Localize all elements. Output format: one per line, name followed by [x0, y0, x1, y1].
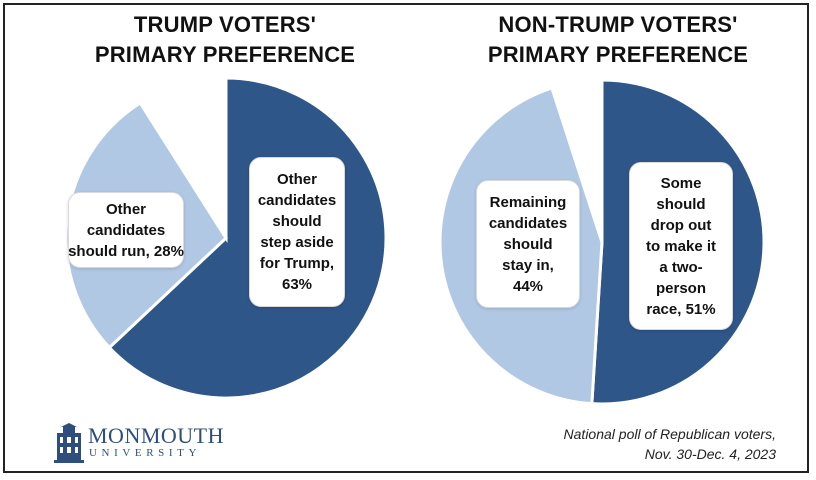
slice-label-line: should [656, 195, 706, 213]
slice-label-line: stay in, [502, 256, 554, 274]
slice-label-text: Other candidates should step aside for Trump… [258, 169, 336, 295]
slice-label-line: Other [276, 171, 317, 188]
logo-name: MONMOUTH [88, 423, 224, 448]
slice-label-line: 44% [512, 277, 544, 295]
slice-label-line: a two- [659, 258, 703, 276]
slice-label-line: candidates [257, 192, 337, 209]
slice-label-line: 63% [281, 276, 313, 293]
slice-label-line: step aside [260, 234, 334, 251]
slice-label-line: race, 51% [646, 300, 716, 318]
source-note: National poll of Republican voters, Nov.… [564, 424, 776, 464]
chart-2-slice-2-label: Remaining candidates should stay in, 44% [476, 180, 580, 308]
slice-label-line: drop out [650, 216, 712, 234]
slice-label-line: for Trump, [259, 255, 335, 272]
slice-label-line: Remaining [489, 193, 567, 211]
chart-1-title: TRUMP VOTERS' PRIMARY PREFERENCE [60, 10, 390, 70]
slice-label-line: Other [106, 200, 147, 218]
chart-1-slice-2-label: Other candidates should run, 28% [68, 192, 184, 268]
chart-1-title-line-1: TRUMP VOTERS' [133, 12, 317, 37]
slice-label-line: should [272, 213, 322, 230]
chart-1-title-line-2: PRIMARY PREFERENCE [94, 42, 356, 67]
building-icon [54, 423, 84, 463]
chart-2-title-line-1: NON-TRUMP VOTERS' [498, 12, 738, 37]
source-line-1: National poll of Republican voters, [563, 426, 776, 442]
slice-label-line: to make it [645, 237, 717, 255]
chart-2-slice-1-label: Some should drop out to make it a two-person… [629, 162, 733, 330]
slice-label-text: Some should drop out to make it a two-person… [646, 173, 716, 320]
chart-1-slice-3 [138, 76, 228, 244]
slice-label-line: should run, 28% [68, 242, 184, 260]
monmouth-logo: MONMOUTH UNIVERSITY [54, 423, 224, 463]
chart-2-title-line-2: PRIMARY PREFERENCE [487, 42, 749, 67]
source-line-2: Nov. 30-Dec. 4, 2023 [644, 446, 776, 462]
chart-2-slice-3 [550, 78, 604, 243]
slice-label-line: Some [660, 174, 702, 192]
slice-label-line: candidates [86, 221, 166, 239]
slice-label-line: candidates [488, 214, 568, 232]
slice-label-line: person [655, 279, 706, 297]
chart-1-slice-1-label: Other candidates should step aside for Trump… [249, 157, 345, 307]
chart-2-title: NON-TRUMP VOTERS' PRIMARY PREFERENCE [448, 10, 788, 70]
slice-label-text: Remaining candidates should stay in, 44% [489, 192, 567, 297]
slice-label-line: should [503, 235, 553, 253]
logo-subtitle: UNIVERSITY [89, 447, 201, 459]
slice-label-text: Other candidates should run, 28% [68, 199, 184, 262]
